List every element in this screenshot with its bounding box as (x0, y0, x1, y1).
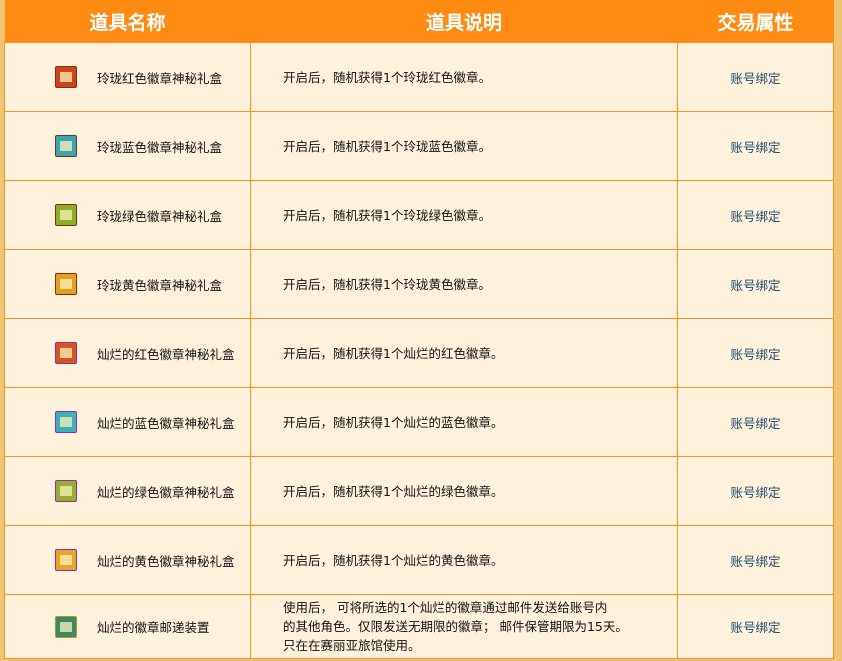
item-desc-cell: 开启后，随机获得1个玲珑黄色徽章。 (250, 249, 678, 319)
item-desc: 开启后，随机获得1个玲珑绿色徽章。 (283, 207, 491, 223)
trade-attr: 账号绑定 (677, 111, 834, 181)
table-header: 道具名称 道具说明 交易属性 (4, 0, 834, 43)
item-name: 玲珑黄色徽章神秘礼盒 (97, 277, 223, 293)
item-name: 灿烂的红色徽章神秘礼盒 (97, 346, 235, 362)
item-name-cell: 灿烂的红色徽章神秘礼盒 (4, 318, 251, 388)
header-item-name: 道具名称 (4, 0, 251, 43)
table-row: 玲珑红色徽章神秘礼盒 开启后，随机获得1个玲珑红色徽章。 账号绑定 (4, 42, 834, 112)
item-name-cell: 玲珑绿色徽章神秘礼盒 (4, 180, 251, 250)
item-desc-cell: 开启后，随机获得1个灿烂的红色徽章。 (250, 318, 678, 388)
item-desc-cell: 开启后，随机获得1个玲珑绿色徽章。 (250, 180, 678, 250)
yellow-giftbox-icon (55, 549, 77, 571)
table-row: 玲珑蓝色徽章神秘礼盒 开启后，随机获得1个玲珑蓝色徽章。 账号绑定 (4, 111, 834, 181)
trade-attr: 账号绑定 (677, 42, 834, 112)
item-name: 灿烂的绿色徽章神秘礼盒 (97, 484, 235, 500)
yellow-giftbox-icon (55, 273, 77, 295)
table-row: 灿烂的绿色徽章神秘礼盒 开启后，随机获得1个灿烂的绿色徽章。 账号绑定 (4, 456, 834, 526)
green-giftbox-icon (55, 204, 77, 226)
item-name: 灿烂的徽章邮递装置 (97, 620, 210, 635)
green-giftbox-icon (55, 480, 77, 502)
header-item-desc: 道具说明 (250, 0, 678, 43)
trade-attr: 账号绑定 (677, 180, 834, 250)
item-desc-cell: 开启后，随机获得1个玲珑蓝色徽章。 (250, 111, 678, 181)
item-desc: 开启后，随机获得1个灿烂的绿色徽章。 (283, 483, 504, 499)
table-row: 灿烂的徽章邮递装置 使用后， 可将所选的1个灿烂的徽章通过邮件发送给账号内的其他… (4, 594, 834, 659)
item-desc: 开启后，随机获得1个玲珑红色徽章。 (283, 69, 491, 85)
item-desc-cell: 使用后， 可将所选的1个灿烂的徽章通过邮件发送给账号内的其他角色。仅限发送无期限… (250, 594, 678, 659)
blue-giftbox-icon (55, 135, 77, 157)
item-desc-cell: 开启后，随机获得1个灿烂的蓝色徽章。 (250, 387, 678, 457)
item-name-cell: 灿烂的蓝色徽章神秘礼盒 (4, 387, 251, 457)
blue-giftbox-icon (55, 411, 77, 433)
item-table: 道具名称 道具说明 交易属性 玲珑红色徽章神秘礼盒 开启后，随机获得1个玲珑红色… (4, 0, 834, 659)
item-desc: 开启后，随机获得1个灿烂的黄色徽章。 (283, 552, 504, 568)
trade-attr: 账号绑定 (677, 318, 834, 388)
item-name: 灿烂的黄色徽章神秘礼盒 (97, 553, 235, 569)
item-name-cell: 灿烂的黄色徽章神秘礼盒 (4, 525, 251, 595)
item-desc-cell: 开启后，随机获得1个灿烂的黄色徽章。 (250, 525, 678, 595)
desc-line: 使用后， 可将所选的1个灿烂的徽章通过邮件发送给账号内 (283, 600, 608, 615)
item-name-cell: 玲珑红色徽章神秘礼盒 (4, 42, 251, 112)
item-name-cell: 灿烂的绿色徽章神秘礼盒 (4, 456, 251, 526)
red-giftbox-icon (55, 342, 77, 364)
trade-attr: 账号绑定 (677, 456, 834, 526)
item-name-cell: 玲珑蓝色徽章神秘礼盒 (4, 111, 251, 181)
item-name: 玲珑红色徽章神秘礼盒 (97, 70, 223, 86)
item-desc: 开启后，随机获得1个玲珑蓝色徽章。 (283, 138, 491, 154)
desc-line: 的其他角色。仅限发送无期限的徽章； 邮件保管期限为15天。 (283, 619, 628, 634)
table-row: 玲珑黄色徽章神秘礼盒 开启后，随机获得1个玲珑黄色徽章。 账号绑定 (4, 249, 834, 319)
trade-attr: 账号绑定 (677, 387, 834, 457)
trade-attr: 账号绑定 (677, 525, 834, 595)
item-desc-cell: 开启后，随机获得1个玲珑红色徽章。 (250, 42, 678, 112)
item-desc: 开启后，随机获得1个灿烂的红色徽章。 (283, 345, 504, 361)
desc-line: 只在在赛丽亚旅馆使用。 (283, 638, 421, 653)
header-trade-attr: 交易属性 (677, 0, 834, 43)
item-name-cell: 灿烂的徽章邮递装置 (4, 594, 251, 659)
red-giftbox-icon (55, 66, 77, 88)
table-row: 玲珑绿色徽章神秘礼盒 开启后，随机获得1个玲珑绿色徽章。 账号绑定 (4, 180, 834, 250)
item-name: 玲珑蓝色徽章神秘礼盒 (97, 139, 223, 155)
item-desc: 开启后，随机获得1个灿烂的蓝色徽章。 (283, 414, 504, 430)
item-desc-cell: 开启后，随机获得1个灿烂的绿色徽章。 (250, 456, 678, 526)
item-name-cell: 玲珑黄色徽章神秘礼盒 (4, 249, 251, 319)
table-row: 灿烂的红色徽章神秘礼盒 开启后，随机获得1个灿烂的红色徽章。 账号绑定 (4, 318, 834, 388)
table-row: 灿烂的蓝色徽章神秘礼盒 开启后，随机获得1个灿烂的蓝色徽章。 账号绑定 (4, 387, 834, 457)
table-row: 灿烂的黄色徽章神秘礼盒 开启后，随机获得1个灿烂的黄色徽章。 账号绑定 (4, 525, 834, 595)
trade-attr: 账号绑定 (677, 594, 834, 659)
item-name: 灿烂的蓝色徽章神秘礼盒 (97, 415, 235, 431)
badge-mail-device-icon (55, 615, 77, 638)
item-desc: 开启后，随机获得1个玲珑黄色徽章。 (283, 276, 491, 292)
item-name: 玲珑绿色徽章神秘礼盒 (97, 208, 223, 224)
trade-attr: 账号绑定 (677, 249, 834, 319)
